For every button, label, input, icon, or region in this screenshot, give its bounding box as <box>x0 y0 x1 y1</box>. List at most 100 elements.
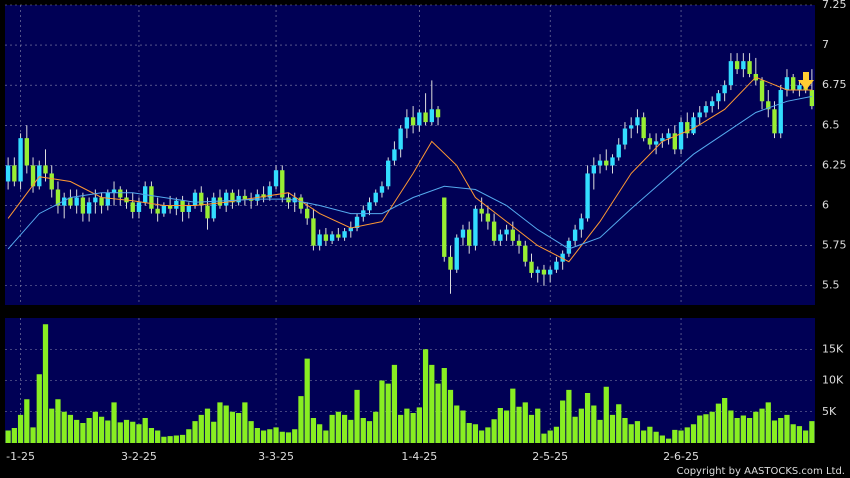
volume-bar <box>479 430 485 443</box>
candle-body <box>597 160 603 166</box>
volume-bar <box>472 424 479 443</box>
candle-body <box>155 208 160 214</box>
candle-body <box>535 269 540 273</box>
y-tick-label: 10K <box>822 374 844 387</box>
volume-bar <box>379 380 385 443</box>
candle-body <box>678 122 684 150</box>
candle-body <box>660 138 665 142</box>
volume-bar <box>61 411 67 443</box>
y-tick-label: 6.25 <box>822 158 847 171</box>
volume-bar <box>42 324 49 443</box>
volume-bar <box>572 416 578 443</box>
candle-body <box>186 205 191 212</box>
candle-body <box>797 85 802 91</box>
candle-body <box>24 138 29 166</box>
candle-body <box>610 157 615 166</box>
y-tick-label: 6.5 <box>822 118 840 131</box>
candle-body <box>766 101 771 110</box>
candle-body <box>560 253 565 262</box>
candle-body <box>554 261 559 270</box>
volume-bar <box>55 399 61 443</box>
x-tick-label: 3-2-25 <box>121 450 157 463</box>
candle-body <box>467 229 472 246</box>
volume-bar <box>304 358 310 443</box>
candle-body <box>772 109 777 134</box>
candle-body <box>697 112 702 118</box>
volume-bar <box>709 411 715 443</box>
volume-bar <box>5 430 11 443</box>
volume-bar <box>317 424 323 443</box>
y-tick-label: 7 <box>822 38 829 51</box>
candle-body <box>286 197 291 203</box>
candle-body <box>672 133 677 150</box>
marker-arrow <box>798 72 814 90</box>
candle-body <box>37 165 42 187</box>
candle-body <box>485 213 491 222</box>
layer: 5.5 5.75 6 6.25 6.5 6.75 7 7.25 5K 10K 15K -1-25 3-2… <box>5 0 847 463</box>
candle-body <box>86 202 92 214</box>
candle-body <box>572 229 578 241</box>
volume-bar <box>435 383 441 443</box>
volume-bar <box>790 424 796 443</box>
y-tick-label: 5.5 <box>822 279 840 292</box>
volume-bar <box>740 415 746 443</box>
volume-bar <box>105 420 111 443</box>
candle-body <box>392 149 397 161</box>
candle-body <box>454 237 459 270</box>
candle-body <box>280 170 285 198</box>
moving-average <box>7 95 812 250</box>
candle-body <box>566 240 572 254</box>
candle-body <box>180 200 185 212</box>
candle-body <box>541 269 547 275</box>
candle-body <box>666 133 671 139</box>
volume-bar <box>653 431 659 443</box>
candle-body <box>809 90 815 107</box>
x-tick-label: 3-3-25 <box>258 450 294 463</box>
candle-body <box>74 197 79 206</box>
volume-bar <box>765 402 771 443</box>
volume-bar <box>628 424 634 443</box>
volume-bar <box>522 402 528 443</box>
volume-bar <box>659 435 665 443</box>
volume-bar <box>341 414 348 443</box>
candle-body <box>329 234 335 241</box>
volume-bar <box>385 383 391 443</box>
y-tick-label: 5.75 <box>822 239 847 252</box>
volume-bar <box>784 414 790 443</box>
price-panel <box>5 5 815 305</box>
candle-body <box>248 199 254 201</box>
volume-bar <box>217 402 223 443</box>
candle-body <box>647 138 653 145</box>
candle-body <box>305 208 310 219</box>
volume-bar <box>510 388 516 443</box>
volume-bar <box>30 427 36 443</box>
candle-body <box>498 234 503 241</box>
candle-body <box>336 234 341 238</box>
volume-bar <box>447 389 454 443</box>
volume-bar <box>528 414 535 443</box>
candle-body <box>230 192 235 203</box>
volume-bar <box>715 403 722 443</box>
candle-body <box>111 189 117 193</box>
volume-bar <box>422 349 429 443</box>
candle-body <box>354 216 360 228</box>
candle-body <box>323 234 329 241</box>
candle-body <box>734 61 740 70</box>
candle-body <box>778 90 783 134</box>
candle-body <box>80 197 86 214</box>
volume-bar <box>410 413 416 443</box>
volume-bar <box>778 418 784 443</box>
candle-body <box>136 202 142 212</box>
candle-body <box>460 229 466 238</box>
volume-bar <box>503 410 510 443</box>
volume-bar <box>223 405 229 443</box>
volume-bar <box>366 421 373 443</box>
candle-body <box>49 173 54 190</box>
volume-bar <box>111 402 117 443</box>
candle-body <box>728 61 734 86</box>
volume-bar <box>553 426 560 443</box>
y-tick-label: 15K <box>822 342 844 355</box>
candle-body <box>429 109 434 123</box>
candle-body <box>205 205 210 219</box>
